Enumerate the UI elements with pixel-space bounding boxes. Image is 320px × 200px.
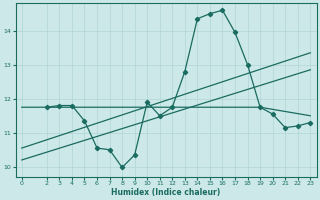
X-axis label: Humidex (Indice chaleur): Humidex (Indice chaleur) [111, 188, 221, 197]
